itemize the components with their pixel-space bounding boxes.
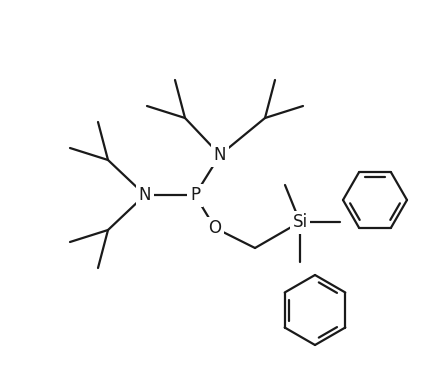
Text: P: P bbox=[190, 186, 200, 204]
Text: Si: Si bbox=[293, 213, 307, 231]
Text: N: N bbox=[214, 146, 226, 164]
Text: O: O bbox=[208, 219, 222, 237]
Text: N: N bbox=[139, 186, 151, 204]
